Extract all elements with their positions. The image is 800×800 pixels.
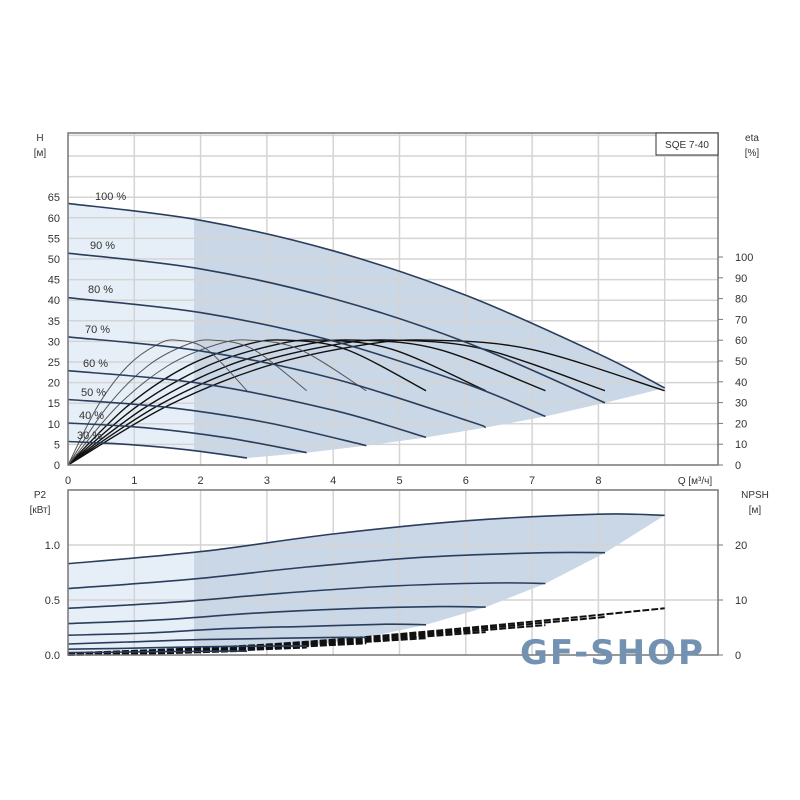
y2-tick-label: 30 [735, 398, 747, 410]
y2-tick-label: 20 [735, 540, 747, 552]
y-tick-label: 15 [48, 398, 60, 410]
power-curve [67, 605, 486, 625]
speed-label: 50 % [81, 387, 106, 399]
speed-label: 40 % [79, 410, 104, 422]
y-tick-label: 0.5 [45, 595, 60, 607]
y2-tick-label: 90 [735, 273, 747, 285]
y-tick-label: 60 [48, 213, 60, 225]
x-tick-label: 7 [529, 475, 535, 487]
y-axis-unit: [м] [34, 148, 47, 159]
x-tick-label: 8 [595, 475, 601, 487]
x-tick-label: 4 [330, 475, 336, 487]
speed-label: 70 % [85, 324, 110, 336]
watermark-logo: GF-SHOP [520, 633, 705, 673]
power-npsh-plot: 0.0 0.5 1.0 0 10 20 P2 [кВт] NPSH [м] [30, 489, 769, 662]
speed-label: 30 % [77, 430, 102, 442]
y-axis-label: H [36, 133, 43, 144]
head-curve [67, 296, 546, 418]
y2-tick-label: 50 [735, 356, 747, 368]
y2-tick-label: 60 [735, 335, 747, 347]
y-tick-label: 65 [48, 192, 60, 204]
y2-tick-label: 20 [735, 418, 747, 430]
y-tick-label: 30 [48, 336, 60, 348]
y-tick-label: 55 [48, 233, 60, 245]
y2-tick-label: 100 [735, 252, 753, 264]
power-curve [67, 636, 367, 645]
head-curve [67, 440, 248, 459]
x-tick-label: 5 [396, 475, 402, 487]
x-axis-label: Q [м³/ч] [678, 476, 713, 487]
model-label: SQE 7-40 [665, 140, 709, 151]
speed-label: 90 % [90, 240, 115, 252]
speed-label: 100 % [95, 191, 126, 203]
y-tick-label: 50 [48, 254, 60, 266]
x-tick-label: 3 [264, 475, 270, 487]
y2-tick-label: 0 [735, 650, 741, 662]
efficiency-curve [67, 339, 427, 466]
y-tick-label: 0 [54, 460, 60, 472]
efficiency-curve [67, 339, 665, 466]
y-axis-label: P2 [34, 490, 47, 501]
power-curve [67, 513, 665, 565]
power-curve [67, 623, 427, 636]
x-tick-label: 6 [463, 475, 469, 487]
efficiency-curve [67, 339, 367, 466]
y-tick-label: 20 [48, 378, 60, 390]
plot-frame [67, 489, 719, 656]
y-tick-label: 35 [48, 316, 60, 328]
efficiency-curve [67, 339, 308, 466]
head-curve [67, 202, 666, 389]
model-label-box [655, 132, 719, 156]
y-axis-unit: [кВт] [30, 505, 51, 516]
y2-tick-label: 80 [735, 294, 747, 306]
power-curve [67, 582, 546, 610]
y2-tick-label: 0 [735, 460, 741, 472]
y-tick-label: 1.0 [45, 540, 60, 552]
power-curve [67, 551, 606, 590]
x-tick-label: 0 [65, 475, 71, 487]
power-range-dark [194, 513, 665, 652]
y2-axis-unit: [%] [745, 148, 760, 159]
efficiency-curve [67, 339, 248, 466]
y-tick-label: 25 [48, 357, 60, 369]
y2-tick-label: 40 [735, 377, 747, 389]
y-tick-label: 0.0 [45, 650, 60, 662]
speed-label: 80 % [88, 284, 113, 296]
x-tick-label: 2 [198, 475, 204, 487]
head-curve [67, 336, 487, 429]
speed-label: 60 % [83, 358, 108, 370]
head-curve [67, 398, 367, 447]
x-tick-label: 1 [131, 475, 137, 487]
head-curve [67, 252, 606, 404]
head-curve [67, 369, 427, 439]
y2-axis-label: eta [745, 133, 759, 144]
power-curve [67, 645, 307, 650]
y-tick-label: 10 [48, 419, 60, 431]
y2-tick-label: 10 [735, 439, 747, 451]
y-tick-label: 5 [54, 439, 60, 451]
y2-tick-label: 10 [735, 595, 747, 607]
y-tick-label: 45 [48, 275, 60, 287]
power-curve [67, 650, 248, 654]
y-tick-label: 40 [48, 295, 60, 307]
y2-axis-unit: [м] [749, 505, 762, 516]
npsh-curve [67, 637, 427, 656]
head-efficiency-plot: 100 %90 %80 %70 %60 %50 %40 %30 %0510152… [34, 132, 760, 487]
y2-tick-label: 70 [735, 314, 747, 326]
y2-axis-label: NPSH [741, 490, 769, 501]
head-curve [67, 422, 307, 454]
efficiency-curve [67, 339, 486, 466]
